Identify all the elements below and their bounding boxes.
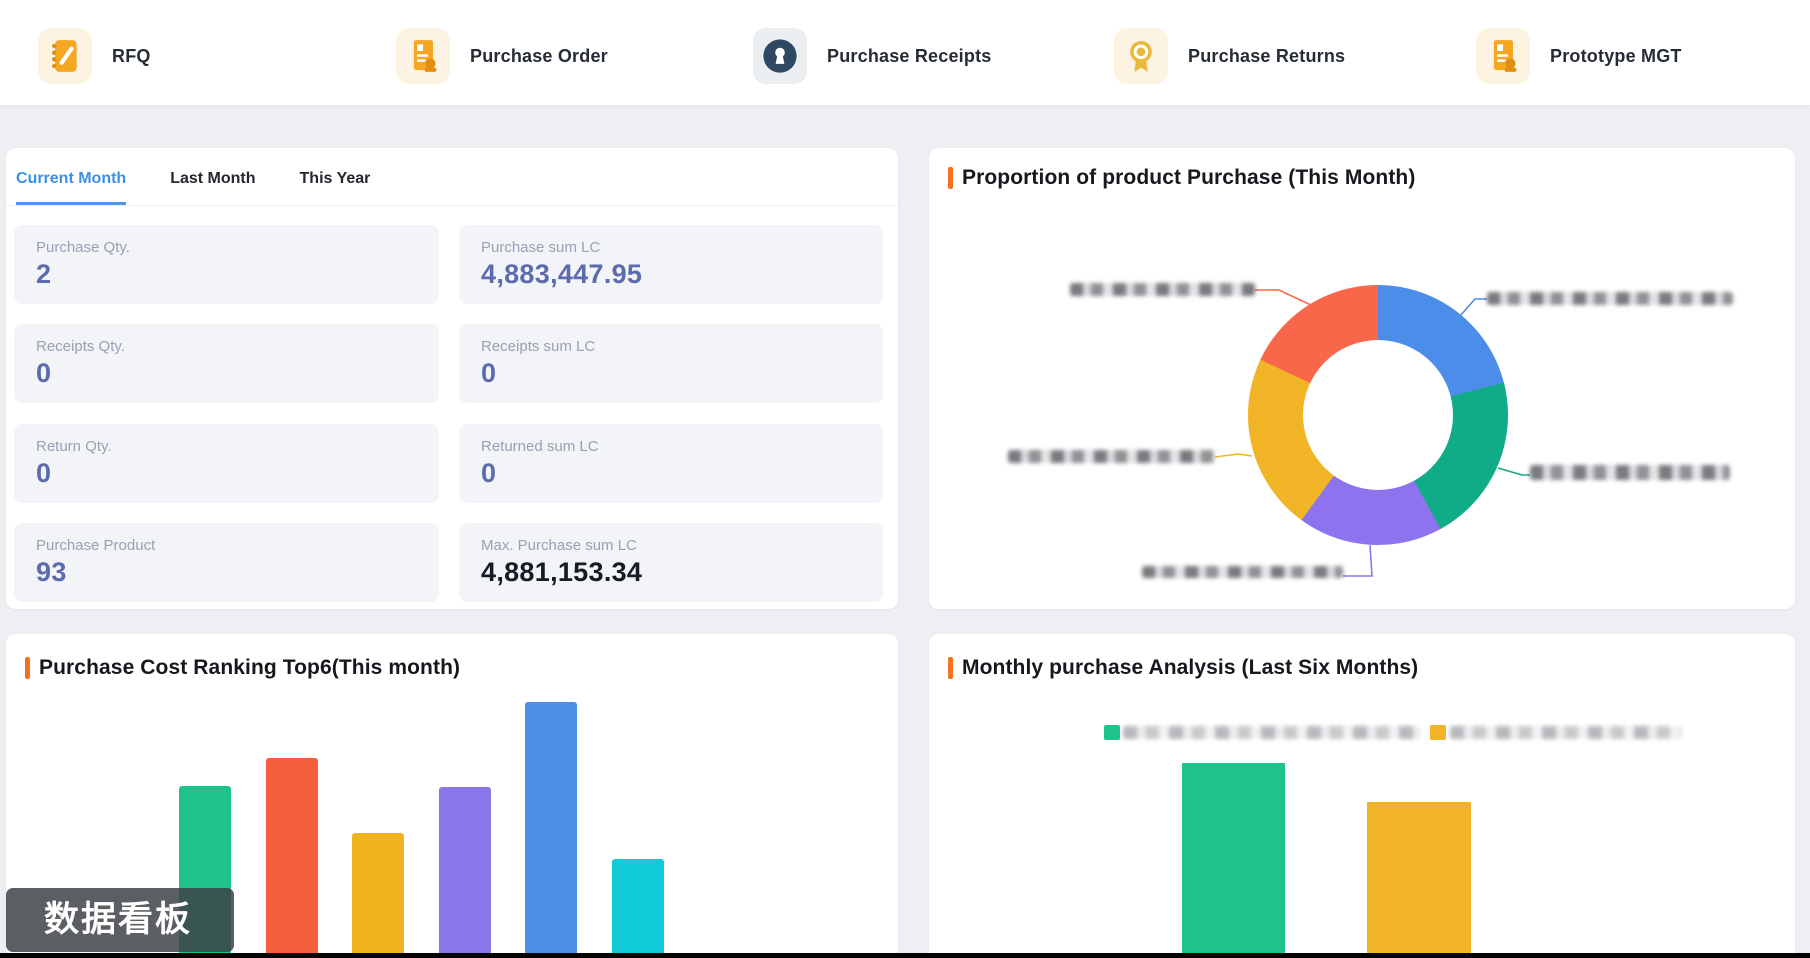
ranking-bar-5[interactable] — [525, 702, 577, 958]
stat-value: 0 — [481, 458, 497, 488]
medal-icon — [1130, 41, 1152, 72]
monthly-bar-2[interactable] — [1367, 802, 1471, 958]
stat-label: Receipts sum LC — [481, 338, 596, 355]
top-nav: RFQ Purchase Order — [0, 0, 1810, 105]
tab-current-month[interactable]: Current Month — [16, 170, 127, 205]
stat-card-receipts-sum-lc: Receipts sum LC 0 — [459, 324, 883, 403]
ranking-bar-3[interactable] — [352, 833, 404, 958]
stat-card-return-qty-: Return Qty. 0 — [14, 424, 439, 503]
title-accent-bar — [948, 167, 953, 189]
purchase-returns-tile — [1114, 28, 1168, 84]
ranking-bar-6[interactable] — [612, 859, 664, 958]
donut-hole — [1303, 340, 1453, 490]
notebook-pencil-icon — [52, 40, 77, 72]
stat-value: 0 — [36, 358, 52, 388]
stat-value: 0 — [36, 458, 52, 488]
ranking-title: Purchase Cost Ranking Top6(This month) — [39, 656, 461, 679]
stat-label: Purchase Qty. — [36, 239, 130, 256]
redacted-legend-label — [1450, 726, 1681, 739]
nav-label-purchase-order: Purchase Order — [470, 45, 608, 66]
redacted-slice-label — [1487, 292, 1733, 305]
stats-tabs: Current Month Last Month This Year — [16, 170, 370, 205]
purchase-order-tile — [396, 28, 450, 84]
document-stamp-icon — [413, 40, 437, 72]
redacted-slice-label — [1142, 566, 1343, 578]
legend-swatch-2[interactable] — [1430, 725, 1446, 740]
title-accent-bar — [25, 657, 30, 679]
proportion-panel: Proportion of product Purchase (This Mon… — [929, 148, 1795, 609]
bottom-edge-strip — [0, 953, 1810, 958]
monthly-panel: Monthly purchase Analysis (Last Six Mont… — [929, 634, 1795, 958]
tab-last-month[interactable]: Last Month — [170, 170, 256, 187]
monthly-legend — [929, 722, 1795, 748]
document-stamp-icon — [1493, 40, 1517, 72]
ranking-bar-4[interactable] — [439, 787, 491, 958]
stat-label: Purchase sum LC — [481, 239, 601, 256]
redacted-slice-label — [1008, 450, 1215, 463]
nav-item-prototype-mgt[interactable]: Prototype MGT — [1476, 26, 1682, 86]
stat-card-returned-sum-lc: Returned sum LC 0 — [459, 424, 883, 503]
tab-this-year[interactable]: This Year — [299, 170, 371, 187]
stat-value: 0 — [481, 358, 497, 388]
stat-value: 4,881,153.34 — [481, 557, 643, 587]
stat-label: Returned sum LC — [481, 438, 599, 455]
nav-item-purchase-returns[interactable]: Purchase Returns — [1114, 26, 1345, 86]
nav-label-rfq: RFQ — [112, 45, 151, 66]
stat-value: 93 — [36, 557, 67, 587]
purchase-receipts-tile — [753, 28, 807, 84]
ranking-bar-2[interactable] — [266, 758, 318, 958]
stat-card-purchase-qty-: Purchase Qty. 2 — [14, 225, 439, 304]
stat-label: Max. Purchase sum LC — [481, 537, 637, 554]
nav-item-rfq[interactable]: RFQ — [38, 26, 151, 86]
nav-label-purchase-returns: Purchase Returns — [1188, 45, 1346, 66]
legend-swatch-1[interactable] — [1104, 725, 1120, 740]
redacted-slice-label — [1530, 465, 1730, 480]
title-accent-bar — [948, 657, 953, 679]
proportion-title: Proportion of product Purchase (This Mon… — [962, 166, 1416, 189]
data-dashboard-badge: 数据看板 — [6, 888, 234, 952]
nav-label-prototype-mgt: Prototype MGT — [1550, 45, 1682, 66]
stat-value: 4,883,447.95 — [481, 259, 643, 289]
monthly-bar-1[interactable] — [1182, 763, 1285, 958]
tabs-divider — [6, 205, 898, 206]
ranking-panel: Purchase Cost Ranking Top6(This month) — [6, 634, 898, 958]
stat-card-receipts-qty-: Receipts Qty. 0 — [14, 324, 439, 403]
stat-card-purchase-sum-lc: Purchase sum LC 4,883,447.95 — [459, 225, 883, 304]
monthly-title: Monthly purchase Analysis (Last Six Mont… — [962, 656, 1419, 679]
stat-label: Purchase Product — [36, 537, 156, 554]
nav-item-purchase-order[interactable]: Purchase Order — [396, 26, 608, 86]
stat-card-max-purchase-sum-lc: Max. Purchase sum LC 4,881,153.34 — [459, 523, 883, 602]
redacted-slice-label — [1070, 283, 1255, 296]
stats-panel: Current Month Last Month This Year Purchas… — [6, 148, 898, 609]
nav-label-purchase-receipts: Purchase Receipts — [827, 45, 992, 66]
stat-label: Receipts Qty. — [36, 338, 125, 355]
nav-item-purchase-receipts[interactable]: Purchase Receipts — [753, 26, 991, 86]
redacted-legend-label — [1123, 726, 1420, 739]
stat-card-purchase-product: Purchase Product 93 — [14, 523, 439, 602]
stat-value: 2 — [36, 259, 52, 289]
prototype-mgt-tile — [1476, 28, 1530, 84]
keyhole-icon — [763, 39, 797, 73]
stat-label: Return Qty. — [36, 438, 112, 455]
rfq-tile — [38, 28, 92, 84]
